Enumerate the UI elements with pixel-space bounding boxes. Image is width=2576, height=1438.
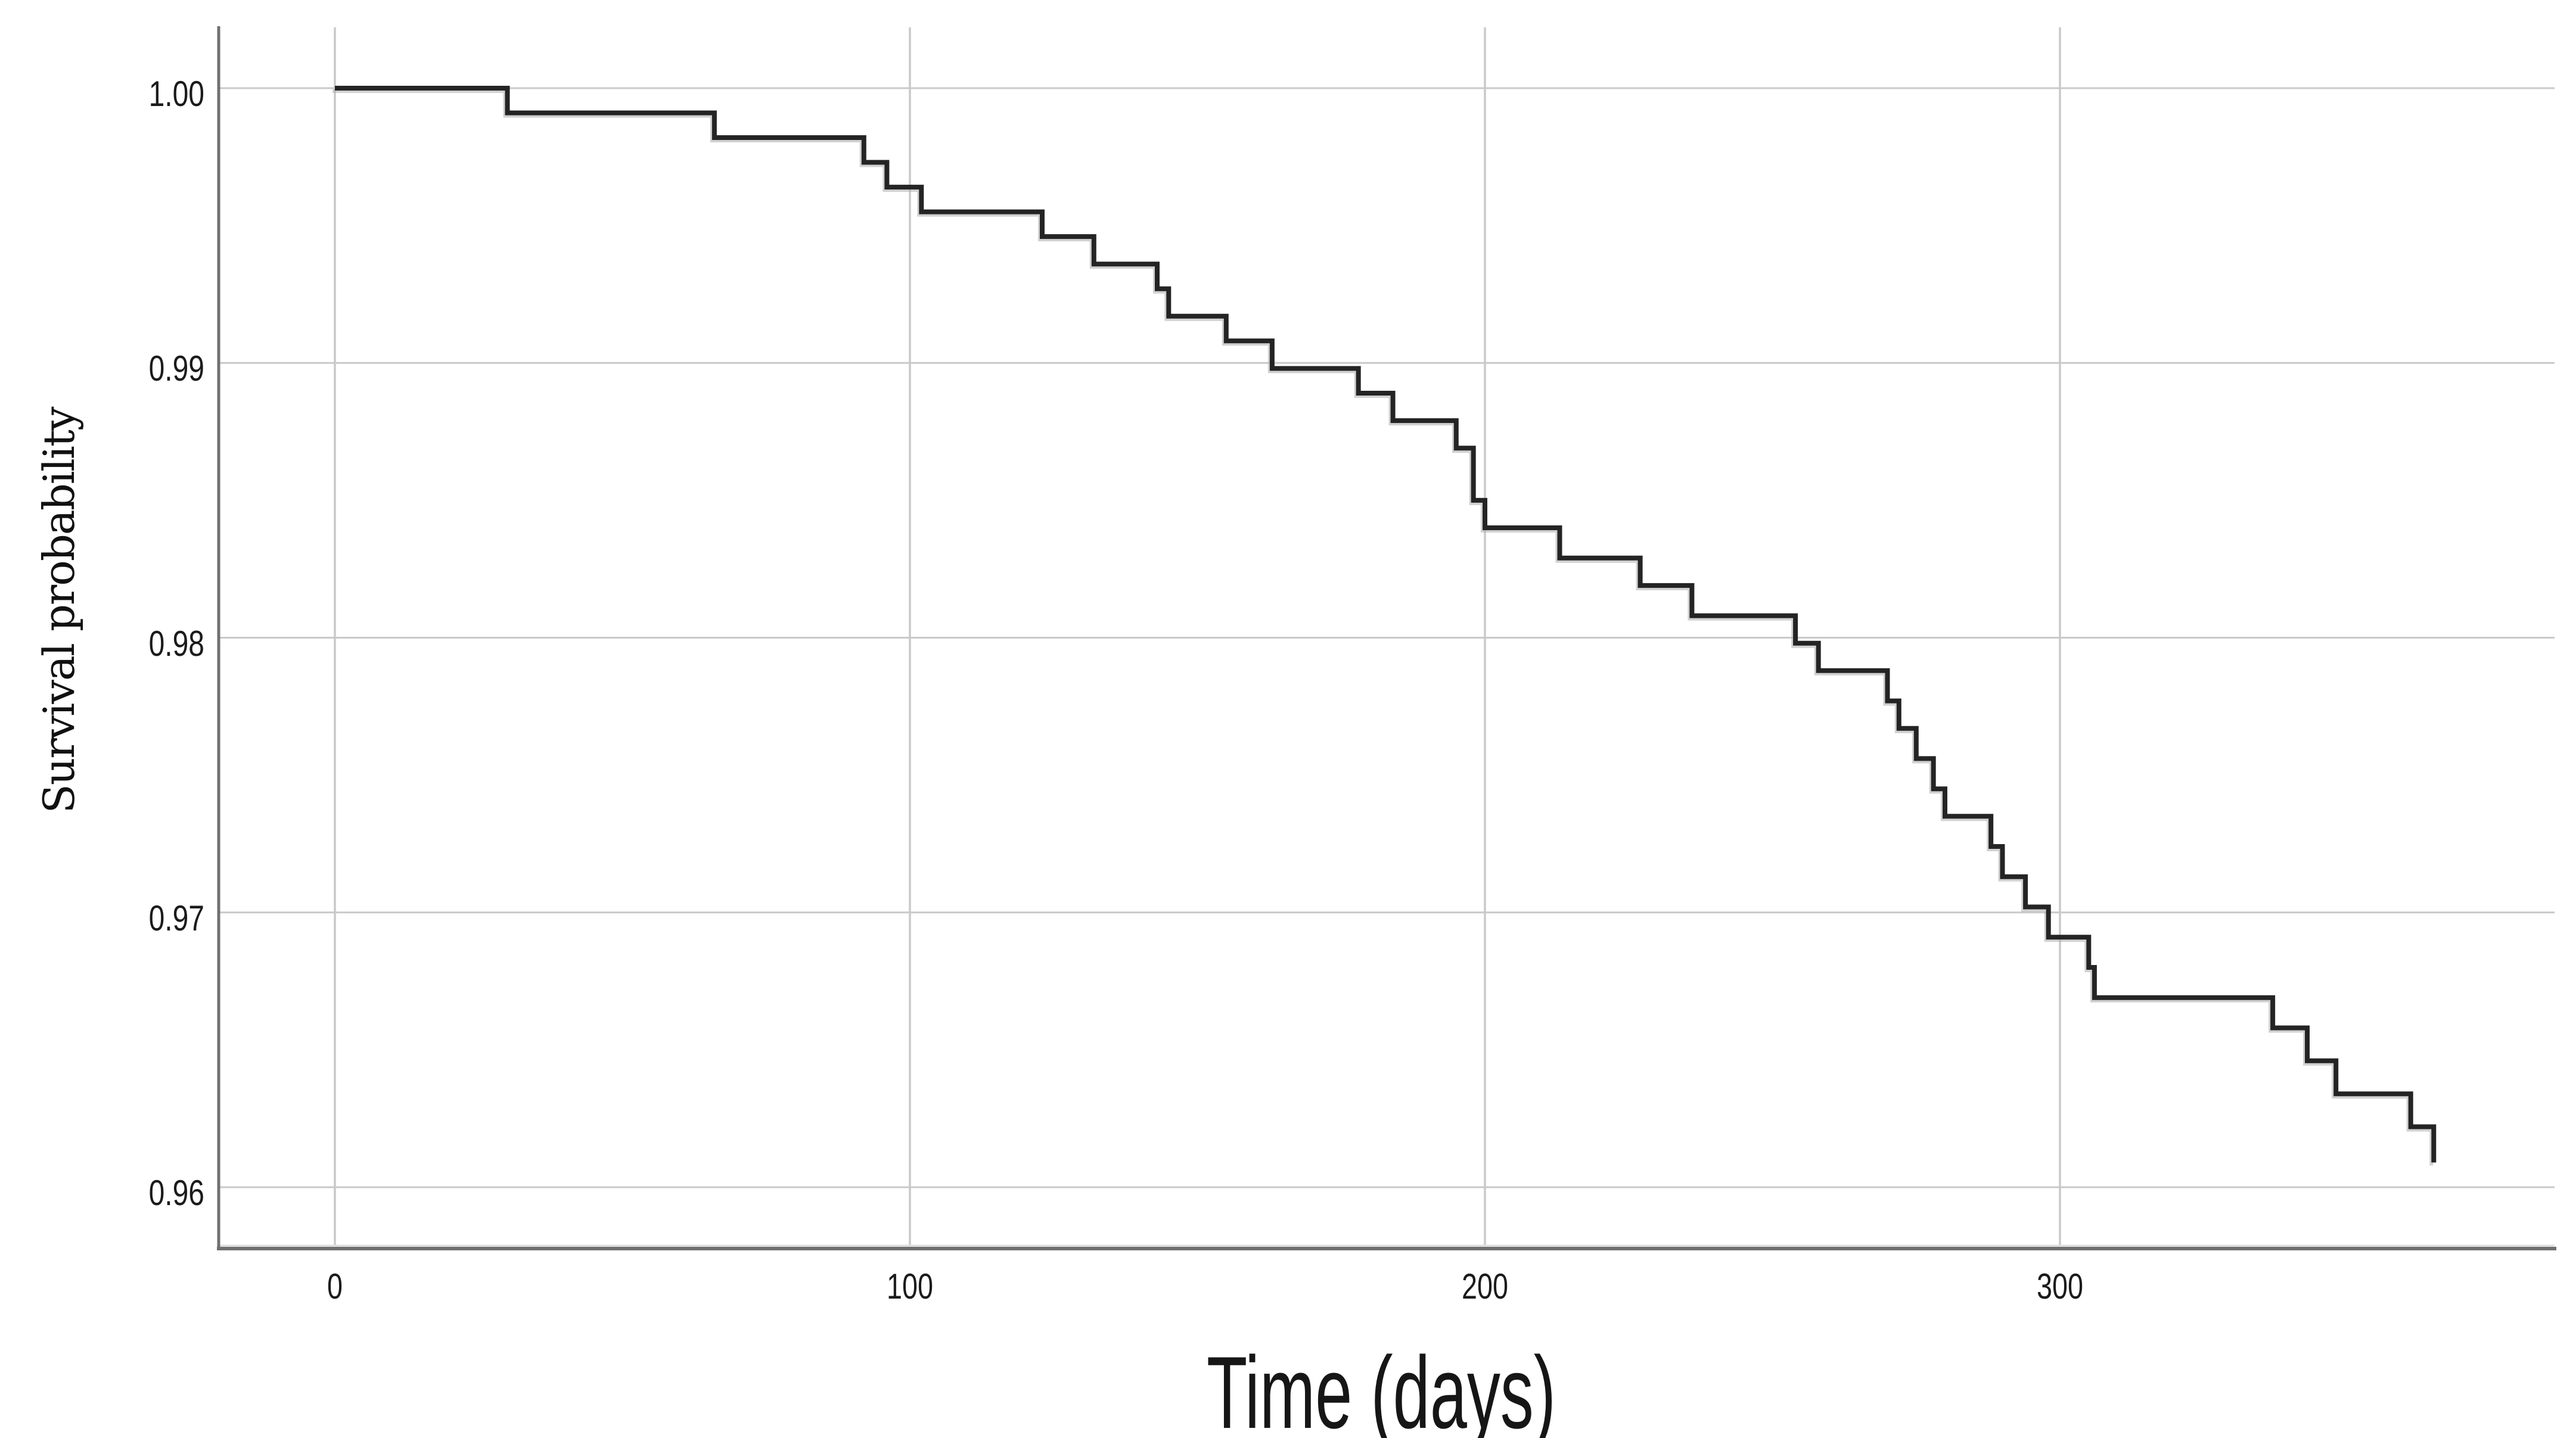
gridlines <box>219 27 2555 1246</box>
y-tick-label: 0.97 <box>148 898 204 938</box>
y-tick-label: 0.98 <box>148 623 204 664</box>
x-tick-label: 300 <box>2036 1266 2084 1306</box>
survival-curve-echo <box>333 89 2434 1166</box>
y-axis-title: Survival probability <box>34 407 84 814</box>
x-tick-label: 0 <box>327 1266 343 1306</box>
y-tick-label: 0.99 <box>148 348 204 389</box>
axis-lines <box>217 26 2556 1250</box>
y-tick-label: 0.96 <box>148 1173 204 1213</box>
x-tick-label: 200 <box>1461 1266 1509 1306</box>
survival-curve-path <box>335 86 2437 1163</box>
x-tick-label: 100 <box>886 1266 934 1306</box>
y-tick-label: 1.00 <box>148 74 204 114</box>
survival-curve <box>333 86 2437 1166</box>
x-axis-title: Time (days) <box>1207 1336 1556 1438</box>
